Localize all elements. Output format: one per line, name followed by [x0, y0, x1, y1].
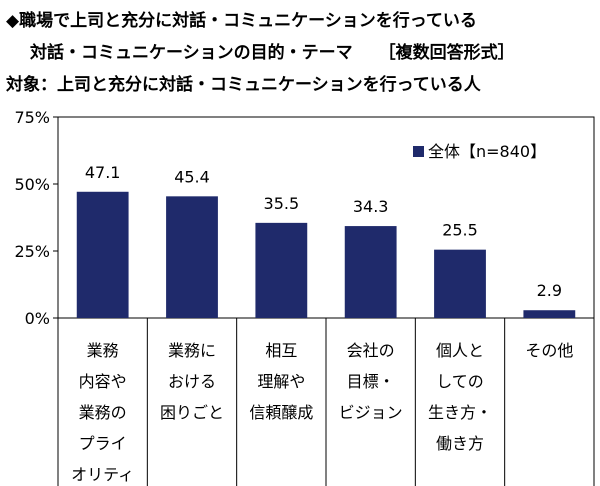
legend-swatch — [413, 146, 424, 157]
x-category-label: 個人としての生き方・働き方 — [428, 341, 492, 453]
x-category-label: その他 — [525, 341, 573, 360]
answer-format-tag: ［複数回答形式］ — [378, 43, 515, 63]
x-category-label: 業務における困りごと — [160, 341, 224, 422]
x-category-label: 相互理解や信頼醸成 — [249, 341, 313, 422]
bar — [434, 249, 486, 318]
data-label: 45.4 — [174, 167, 210, 186]
chart-target-line: 対象：上司と充分に対話・コミュニケーションを行っている人 — [6, 75, 481, 95]
data-label: 2.9 — [537, 281, 562, 300]
x-category-label: 業務内容や業務のプライオリティ — [71, 341, 134, 484]
data-label: 47.1 — [85, 163, 121, 182]
y-tick-label: 25% — [14, 242, 50, 261]
data-label: 34.3 — [353, 197, 389, 216]
chart-title-line-2: 対話・コミュニケーションの目的・テーマ ［複数回答形式］ — [30, 38, 515, 63]
data-label: 25.5 — [442, 221, 478, 240]
bar — [523, 310, 576, 318]
bar — [344, 226, 397, 318]
y-tick-label: 50% — [14, 175, 50, 194]
legend-label: 全体【n=840】 — [428, 142, 546, 161]
y-tick-label: 75% — [14, 108, 50, 127]
bar — [76, 191, 129, 318]
data-label: 35.5 — [264, 194, 300, 213]
chart-subtitle: 対話・コミュニケーションの目的・テーマ — [30, 43, 353, 63]
bar — [166, 196, 218, 318]
chart-title-line-1: ◆職場で上司と充分に対話・コミュニケーションを行っている — [6, 11, 477, 31]
x-category-label: 会社の目標・ビジョン — [339, 341, 403, 422]
bar — [255, 222, 308, 318]
y-tick-label: 0% — [25, 309, 50, 328]
